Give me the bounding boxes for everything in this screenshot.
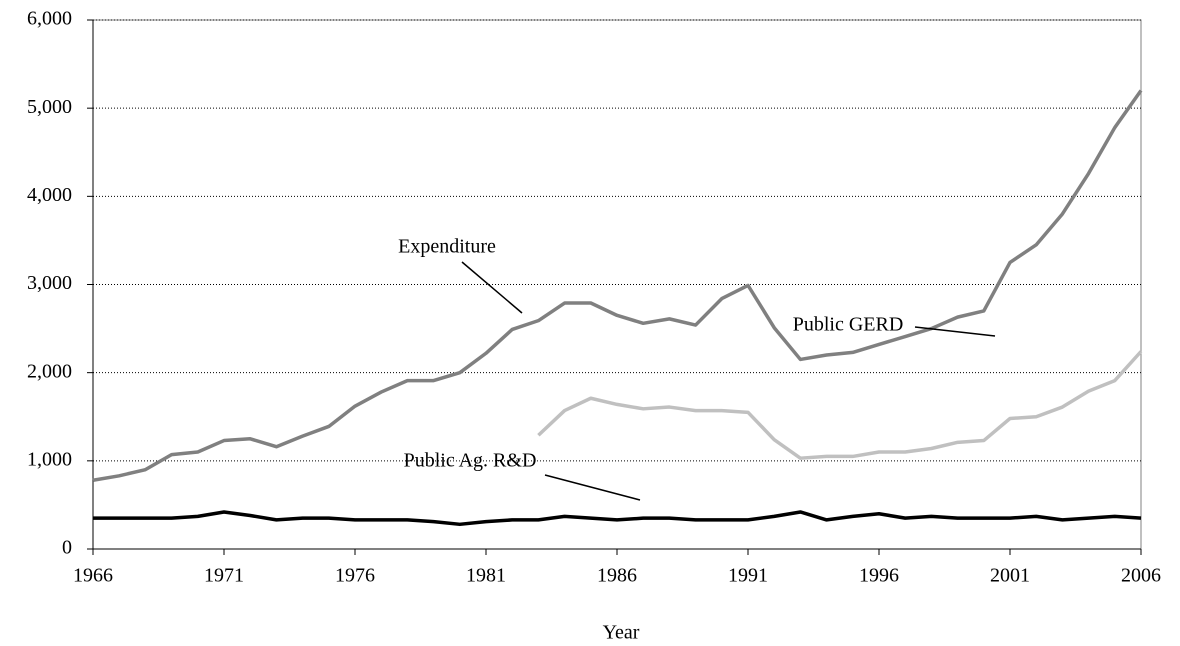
plot-frame <box>92 19 1142 550</box>
annotation-leader <box>544 474 641 501</box>
x-tick-label: 1996 <box>859 565 899 587</box>
y-tick-label: 5,000 <box>27 96 72 118</box>
x-axis-label: Year <box>603 622 640 644</box>
y-tick-label: 4,000 <box>27 184 72 206</box>
series-annotation: Public Ag. R&D <box>404 450 537 472</box>
x-tick-label: 1971 <box>204 565 244 587</box>
x-tick-label: 1976 <box>335 565 375 587</box>
x-tick-label: 1986 <box>597 565 637 587</box>
annotation-leader <box>461 261 523 314</box>
annotation-leader <box>914 326 996 337</box>
y-tick-label: 3,000 <box>27 272 72 294</box>
x-tick-label: 1966 <box>73 565 113 587</box>
y-tick-label: 6,000 <box>27 8 72 30</box>
series-annotation: Public GERD <box>793 314 904 336</box>
y-tick-label: 0 <box>62 537 72 559</box>
x-tick-label: 2001 <box>990 565 1030 587</box>
y-tick-label: 2,000 <box>27 360 72 382</box>
y-tick-label: 1,000 <box>27 448 72 470</box>
data-line <box>93 510 1142 527</box>
series-annotation: Expenditure <box>398 236 496 258</box>
x-tick-label: 1981 <box>466 565 506 587</box>
data-line <box>92 89 1143 482</box>
x-tick-label: 2006 <box>1121 565 1161 587</box>
x-tick-label: 1991 <box>728 565 768 587</box>
data-line <box>537 350 1143 460</box>
